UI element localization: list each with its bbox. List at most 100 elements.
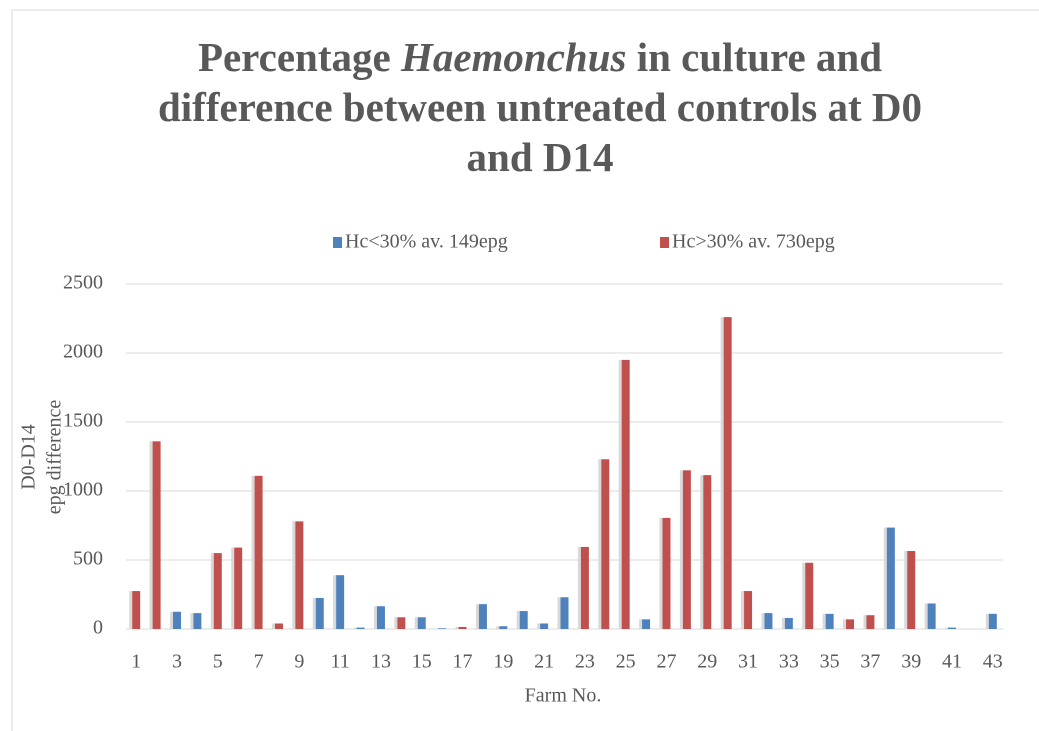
bar <box>805 562 814 629</box>
y-tick-label: 500 <box>73 548 103 570</box>
bar-shadow <box>557 597 561 629</box>
bar-shadow <box>169 611 173 629</box>
bar <box>764 613 773 629</box>
bar-shadow <box>435 628 439 629</box>
bar-shadow <box>394 617 398 629</box>
bar-shadow <box>761 613 765 629</box>
bar <box>825 613 834 629</box>
bar <box>601 459 610 629</box>
bar <box>397 617 406 629</box>
bar-shadow <box>537 623 541 629</box>
x-tick-label: 37 <box>860 651 880 673</box>
y-axis-label: epg difference <box>44 400 66 515</box>
x-tick-label: 39 <box>901 651 921 673</box>
bar-shadow <box>210 553 214 629</box>
bar-shadow <box>149 441 153 629</box>
bar <box>499 626 508 629</box>
bar <box>560 597 569 629</box>
x-axis-label: Farm No. <box>525 685 602 707</box>
x-tick-label: 7 <box>254 651 264 673</box>
bar <box>682 470 691 629</box>
bar-shadow <box>129 591 133 629</box>
x-tick-label: 11 <box>331 651 350 673</box>
bar <box>907 551 916 629</box>
y-tick-label: 0 <box>93 617 103 639</box>
bar-shadow <box>843 619 847 629</box>
legend-swatch <box>333 237 342 248</box>
bar <box>172 611 181 629</box>
chart-title: Percentage Haemonchus in culture and dif… <box>140 32 940 182</box>
bar <box>846 619 855 629</box>
bar-shadow <box>496 626 500 629</box>
bar <box>193 613 202 629</box>
bar-shadow <box>292 521 296 629</box>
x-tick-label: 21 <box>534 651 554 673</box>
x-tick-label: 27 <box>656 651 676 673</box>
x-tick-label: 23 <box>575 651 595 673</box>
bar <box>580 546 589 629</box>
y-tick-label: 1000 <box>63 479 103 501</box>
bar-shadow <box>414 617 418 629</box>
bar-shadow <box>190 613 194 629</box>
bar-shadow <box>271 623 275 629</box>
bar-shadow <box>231 547 235 629</box>
bar <box>417 617 426 629</box>
y-axis-label: D0-D14 <box>18 424 40 490</box>
bar-shadow <box>741 591 745 629</box>
bar-shadow <box>475 604 479 629</box>
x-tick-label: 33 <box>779 651 799 673</box>
bar <box>438 628 447 629</box>
x-tick-label: 41 <box>942 651 962 673</box>
bar <box>213 553 222 629</box>
legend-label: Hc>30% av. 730epg <box>672 231 835 253</box>
bar-shadow <box>700 475 704 629</box>
bar <box>254 475 263 629</box>
bar <box>152 441 161 629</box>
bar-shadow <box>904 551 908 629</box>
bar <box>621 359 630 629</box>
bar <box>866 615 875 629</box>
bar-shadow <box>251 475 255 629</box>
bar <box>723 317 732 629</box>
bar-shadow <box>822 613 826 629</box>
bar <box>376 606 385 629</box>
bar <box>478 604 487 629</box>
x-tick-label: 5 <box>213 651 223 673</box>
x-tick-label: 29 <box>697 651 717 673</box>
bar-shadow <box>598 459 602 629</box>
legend-label: Hc<30% av. 149epg <box>345 231 508 253</box>
x-tick-label: 43 <box>983 651 1003 673</box>
x-tick-label: 35 <box>820 651 840 673</box>
bar-shadow <box>720 317 724 629</box>
bar <box>458 626 467 629</box>
bar <box>234 547 243 629</box>
bar <box>886 527 895 629</box>
title-part: in culture and difference between untrea… <box>157 34 923 180</box>
y-tick-label: 2500 <box>63 272 103 294</box>
bar <box>703 475 712 629</box>
bar-shadow <box>945 627 949 629</box>
x-tick-label: 1 <box>131 651 141 673</box>
bar-shadow <box>639 619 643 629</box>
bar-shadow <box>883 527 887 629</box>
bar <box>662 517 671 629</box>
bar <box>988 613 997 629</box>
bar-shadow <box>781 617 785 629</box>
bar <box>295 521 304 629</box>
x-tick-label: 15 <box>412 651 432 673</box>
x-tick-label: 13 <box>371 651 391 673</box>
x-tick-label: 17 <box>453 651 473 673</box>
bar-shadow <box>802 562 806 629</box>
bar-shadow <box>679 470 683 629</box>
bar-shadow <box>577 546 581 629</box>
bar <box>927 603 936 629</box>
y-tick-label: 1500 <box>63 410 103 432</box>
bar-shadow <box>659 517 663 629</box>
bar-shadow <box>333 575 337 629</box>
bar-shadow <box>618 359 622 629</box>
x-tick-label: 3 <box>172 651 182 673</box>
bar-shadow <box>516 611 520 629</box>
bar-shadow <box>863 615 867 629</box>
